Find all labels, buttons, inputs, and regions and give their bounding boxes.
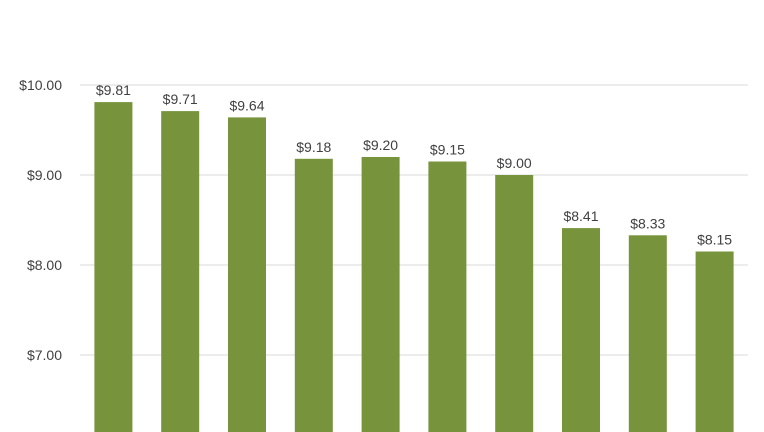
- bar-data-label: $9.81: [96, 82, 131, 98]
- data-labels: $9.81 $9.71 $9.64 $9.18 $9.20 $9.15 $9.00 $8.41…: [96, 82, 732, 247]
- bar: [428, 161, 467, 432]
- bar-data-label: $9.15: [430, 142, 465, 158]
- y-tick-label: $10.00: [19, 77, 62, 93]
- bar-data-label: $8.41: [563, 208, 598, 224]
- y-tick-label: $9.00: [27, 167, 62, 183]
- bar: [94, 102, 133, 432]
- y-tick-label: $8.00: [27, 257, 62, 273]
- bar: [361, 157, 400, 432]
- bar-data-label: $9.20: [363, 137, 398, 153]
- bar: [695, 251, 734, 432]
- bar-data-label: $9.18: [296, 139, 331, 155]
- bar: [161, 111, 200, 432]
- bar: [228, 117, 266, 432]
- bar: [628, 235, 667, 432]
- bar-data-label: $9.71: [163, 91, 198, 107]
- bar: [495, 175, 534, 432]
- y-axis-tick-labels: $10.00 $9.00 $8.00 $7.00: [19, 77, 62, 363]
- bar-data-label: $8.33: [630, 215, 665, 231]
- bars: [94, 102, 734, 432]
- y-tick-label: $7.00: [27, 347, 62, 363]
- bar-data-label: $9.00: [497, 155, 532, 171]
- bar-data-label: $8.15: [697, 232, 732, 248]
- bar: [294, 158, 333, 432]
- bar: [562, 228, 600, 432]
- bar-data-label: $9.64: [229, 97, 264, 113]
